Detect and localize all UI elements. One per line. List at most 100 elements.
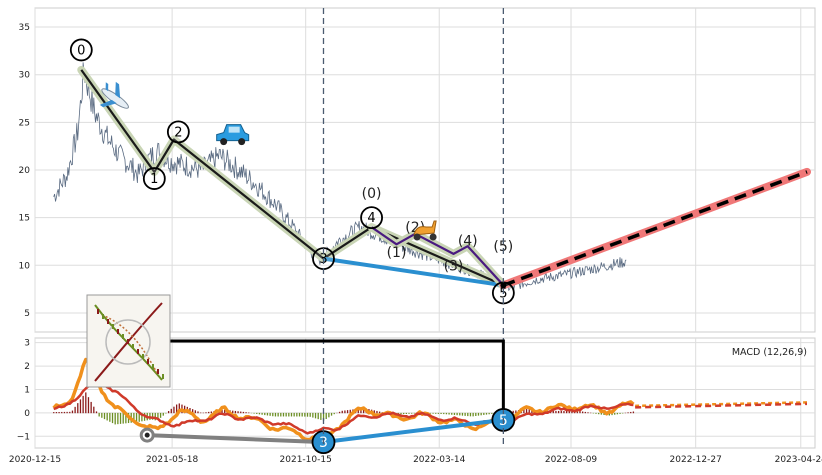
macd-histogram-bar xyxy=(203,413,204,414)
thumbnail-mark xyxy=(142,354,144,359)
macd-histogram-bar xyxy=(379,412,380,414)
macd-histogram-bar xyxy=(72,411,73,414)
thumbnail-mark xyxy=(107,319,109,324)
price-y-tick-label: 15 xyxy=(19,214,30,224)
macd-histogram-bar xyxy=(326,413,327,419)
macd-histogram-bar xyxy=(283,413,284,417)
x-tick-label: 2022-03-14 xyxy=(413,455,466,465)
macd-histogram-bar xyxy=(109,413,110,422)
wave5-dot xyxy=(500,282,506,288)
thumbnail-mark xyxy=(132,344,134,349)
macd-histogram-bar xyxy=(296,413,297,417)
macd-histogram-bar xyxy=(448,413,449,415)
macd-histogram-bar xyxy=(411,413,412,414)
macd-histogram-bar xyxy=(93,407,94,414)
macd-histogram-bar xyxy=(582,412,583,414)
price-y-tick-label: 25 xyxy=(19,118,30,128)
macd-histogram-bar xyxy=(347,410,348,413)
macd-wave-start-dot xyxy=(145,433,150,438)
macd-histogram-bar xyxy=(462,413,463,416)
price-y-tick-label: 10 xyxy=(19,261,31,271)
macd-histogram-bar xyxy=(64,412,65,413)
macd-histogram-bar xyxy=(454,413,455,415)
macd-title: MACD (12,26,9) xyxy=(732,347,807,358)
macd-histogram-bar xyxy=(123,413,124,424)
macd-histogram-bar xyxy=(464,413,465,416)
macd-y-tick-label: 1 xyxy=(24,385,30,395)
thumbnail-mark xyxy=(117,329,119,334)
wave-label: 2 xyxy=(174,125,182,140)
macd-histogram-bar xyxy=(269,413,270,416)
macd-histogram-bar xyxy=(408,413,409,414)
macd-histogram-bar xyxy=(163,413,164,416)
macd-histogram-bar xyxy=(617,413,618,414)
macd-histogram-bar xyxy=(80,399,81,413)
macd-histogram-bar xyxy=(237,411,238,413)
macd-histogram-bar xyxy=(558,411,559,413)
macd-histogram-bar xyxy=(451,413,452,415)
macd-histogram-bar xyxy=(478,413,479,416)
x-tick-label: 2022-12-27 xyxy=(670,455,722,465)
macd-histogram-bar xyxy=(432,413,433,414)
macd-histogram-bar xyxy=(563,411,564,413)
macd-histogram-bar xyxy=(277,413,278,417)
car-window xyxy=(229,127,240,133)
thumbnail-mark xyxy=(97,309,99,314)
macd-histogram-bar xyxy=(459,413,460,416)
macd-histogram-bar xyxy=(566,411,567,413)
macd-histogram-bar xyxy=(77,403,78,413)
macd-histogram-bar xyxy=(304,413,305,417)
thumbnail-mark xyxy=(127,339,129,344)
macd-histogram-bar xyxy=(446,413,447,414)
macd-histogram-bar xyxy=(339,412,340,413)
macd-histogram-bar xyxy=(342,411,343,413)
macd-y-tick-label: −1 xyxy=(17,432,30,442)
macd-histogram-bar xyxy=(259,413,260,414)
macd-histogram-bar xyxy=(115,413,116,425)
macd-histogram-bar xyxy=(165,413,166,414)
car-wheel xyxy=(220,138,227,145)
x-tick-label: 2020-12-15 xyxy=(9,455,61,465)
macd-histogram-bar xyxy=(117,413,118,424)
x-tick-label: 2021-10-15 xyxy=(280,455,332,465)
macd-histogram-bar xyxy=(288,413,289,417)
macd-histogram-bar xyxy=(470,413,471,416)
macd-histogram-bar xyxy=(310,413,311,417)
macd-histogram-bar xyxy=(593,413,594,414)
macd-histogram-bar xyxy=(587,412,588,413)
thumbnail-mark xyxy=(112,324,114,329)
macd-histogram-bar xyxy=(211,411,212,413)
wave-label: 0 xyxy=(77,43,85,58)
macd-histogram-bar xyxy=(406,413,407,414)
macd-histogram-bar xyxy=(344,410,345,413)
price-y-tick-label: 5 xyxy=(24,309,30,319)
macd-histogram-bar xyxy=(120,413,121,424)
thumbnail-mark xyxy=(122,334,124,339)
macd-histogram-bar xyxy=(90,402,91,413)
macd-histogram-bar xyxy=(99,413,100,417)
macd-histogram-bar xyxy=(248,413,249,414)
macd-histogram-bar xyxy=(633,412,634,414)
macd-histogram-bar xyxy=(555,411,556,413)
macd-histogram-bar xyxy=(318,413,319,419)
macd-y-tick-label: 2 xyxy=(24,362,30,372)
macd-histogram-bar xyxy=(299,413,300,417)
macd-histogram-bar xyxy=(112,413,113,423)
macd-histogram-bar xyxy=(264,413,265,415)
macd-histogram-bar xyxy=(253,413,254,414)
macd-histogram-bar xyxy=(403,413,404,414)
macd-histogram-bar xyxy=(261,413,262,415)
price-y-tick-label: 20 xyxy=(19,166,31,176)
price-y-tick-label: 30 xyxy=(19,71,31,81)
macd-histogram-bar xyxy=(195,410,196,413)
macd-histogram-bar xyxy=(480,413,481,415)
macd-histogram-bar xyxy=(561,411,562,413)
x-tick-label: 2022-08-09 xyxy=(545,455,598,465)
macd-histogram-bar xyxy=(171,409,172,413)
macd-histogram-bar xyxy=(232,411,233,414)
macd-histogram-bar xyxy=(61,412,62,413)
scooter-wheel xyxy=(430,233,437,240)
macd-histogram-bar xyxy=(376,411,377,413)
